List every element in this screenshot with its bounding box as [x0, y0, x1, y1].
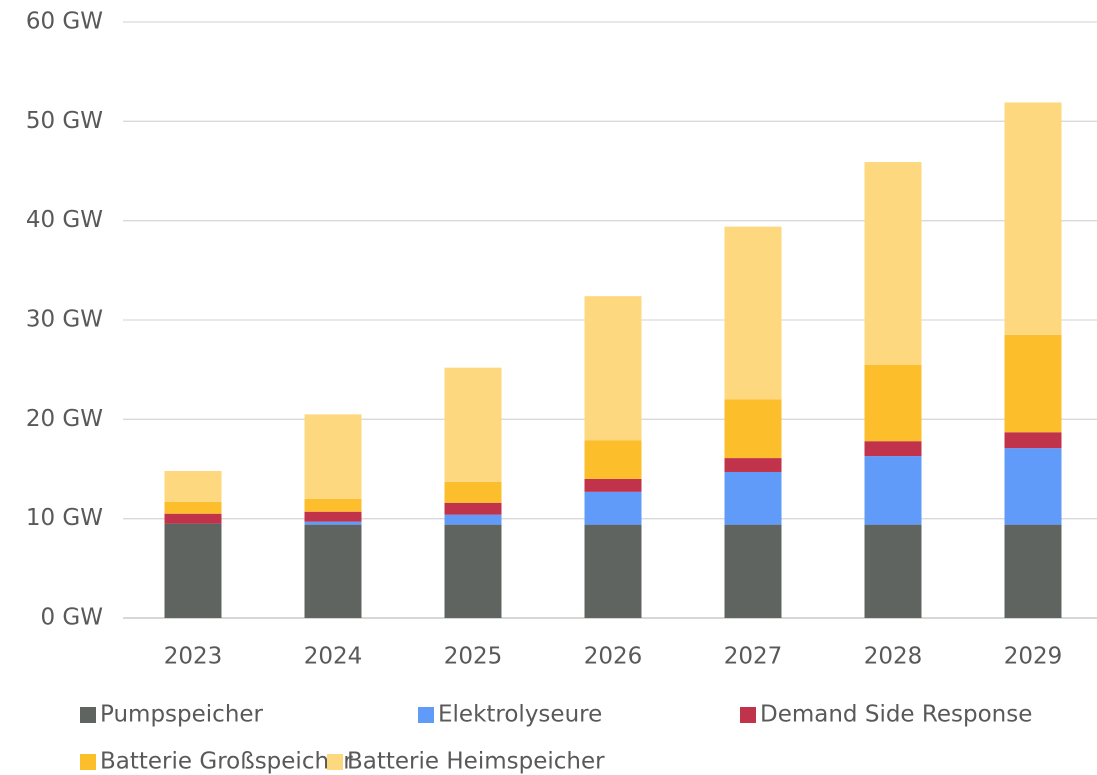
- bar-segment: [1004, 334, 1062, 433]
- bar-segment: [164, 501, 222, 514]
- bar-segment: [1004, 448, 1062, 525]
- bar-segment: [164, 470, 222, 502]
- y-tick-label: 10 GW: [26, 505, 103, 531]
- x-tick-label: 2025: [444, 644, 503, 670]
- legend-label: Elektrolyseure: [438, 702, 602, 728]
- bar-segment: [724, 226, 782, 400]
- bar-segment: [584, 524, 642, 618]
- bar-segment: [1004, 432, 1062, 449]
- bar-segment: [864, 441, 922, 457]
- x-tick-label: 2028: [864, 644, 923, 670]
- bar-segment: [584, 440, 642, 479]
- x-tick-label: 2023: [164, 644, 223, 670]
- bar-segment: [1004, 102, 1062, 335]
- bar-segment: [304, 524, 362, 618]
- bar-segment: [584, 296, 642, 441]
- legend-label: Pumpspeicher: [100, 702, 264, 728]
- bar-segment: [864, 524, 922, 618]
- bar-segment: [1004, 524, 1062, 618]
- legend-swatch: [418, 707, 434, 723]
- y-tick-label: 0 GW: [40, 605, 103, 631]
- bar-segment: [584, 478, 642, 492]
- legend-swatch: [327, 754, 343, 770]
- bar-segment: [864, 364, 922, 442]
- y-tick-label: 40 GW: [26, 207, 103, 233]
- bar-segment: [724, 458, 782, 472]
- legend-label: Demand Side Response: [760, 702, 1032, 728]
- bar-segment: [444, 514, 502, 525]
- bar-segment: [304, 511, 362, 522]
- legend-swatch: [740, 707, 756, 723]
- bar-segment: [164, 523, 222, 618]
- x-tick-label: 2026: [584, 644, 643, 670]
- bar-segment: [444, 524, 502, 618]
- legend-label: Batterie Heimspeicher: [347, 749, 605, 775]
- bar-segment: [584, 491, 642, 525]
- bar-segment: [864, 162, 922, 365]
- bar-segment: [304, 498, 362, 512]
- legend-label: Batterie Großspeicher: [100, 749, 353, 775]
- x-tick-label: 2024: [304, 644, 363, 670]
- y-tick-label: 50 GW: [26, 108, 103, 134]
- bar-segment: [724, 399, 782, 459]
- y-tick-label: 60 GW: [26, 9, 103, 35]
- legend-swatch: [80, 707, 96, 723]
- x-tick-label: 2027: [724, 644, 783, 670]
- bar-segment: [724, 524, 782, 618]
- bar-segment: [444, 367, 502, 482]
- x-tick-label: 2029: [1004, 644, 1063, 670]
- bar-segment: [164, 513, 222, 524]
- y-tick-label: 30 GW: [26, 307, 103, 333]
- bar-segment: [304, 521, 362, 525]
- legend-swatch: [80, 754, 96, 770]
- bar-segment: [444, 502, 502, 515]
- bar-segment: [444, 481, 502, 503]
- bar-segment: [304, 414, 362, 499]
- y-tick-label: 20 GW: [26, 406, 103, 432]
- bar-segment: [864, 456, 922, 525]
- bar-segment: [724, 471, 782, 525]
